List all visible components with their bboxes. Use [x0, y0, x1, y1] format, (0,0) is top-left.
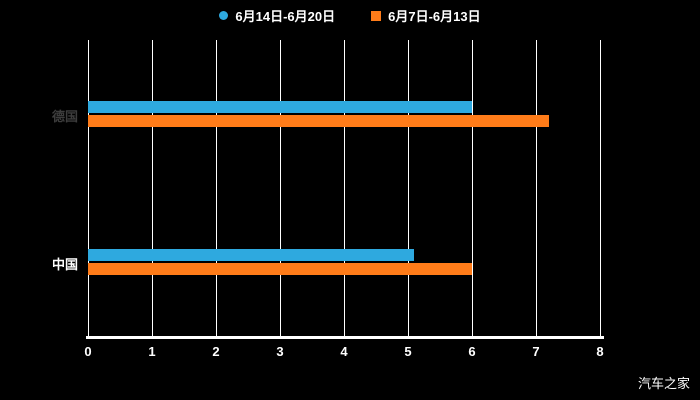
x-tick-label: 7: [532, 344, 540, 359]
gridline: [151, 40, 153, 336]
gridline: [215, 40, 217, 336]
x-tick-label: 0: [84, 344, 92, 359]
legend-square-marker-icon: [371, 10, 382, 21]
legend-label: 6月14日-6月20日: [235, 9, 336, 24]
legend-item[interactable]: 6月7日-6月13日: [371, 6, 481, 25]
x-tick-label: 1: [148, 344, 156, 359]
watermark-text: 汽车之家: [637, 376, 690, 391]
series-bar: [88, 249, 415, 261]
legend-circle-marker-icon: [219, 11, 229, 20]
gridline: [599, 40, 601, 336]
y-category-label: 中国: [51, 257, 78, 272]
gridline: [87, 40, 89, 336]
series-bar: [88, 101, 472, 113]
gridline: [407, 40, 409, 336]
x-tick-label: 2: [212, 344, 220, 359]
x-axis-line: [86, 336, 604, 339]
x-tick-label: 5: [404, 344, 412, 359]
gridline: [343, 40, 345, 336]
x-tick-label: 4: [340, 344, 348, 359]
x-tick-label: 6: [468, 344, 476, 359]
gridline: [471, 40, 473, 336]
gridline: [535, 40, 537, 336]
x-tick-label: 8: [596, 344, 604, 359]
x-tick-label: 3: [276, 344, 284, 359]
legend-item[interactable]: 6月14日-6月20日: [219, 6, 335, 25]
chart-legend: 6月14日-6月20日 6月7日-6月13日: [0, 6, 700, 25]
series-bar: [88, 115, 549, 127]
y-category-label: 德国: [51, 109, 78, 124]
series-bar: [88, 263, 472, 275]
gridline: [279, 40, 281, 336]
legend-label: 6月7日-6月13日: [388, 9, 481, 24]
